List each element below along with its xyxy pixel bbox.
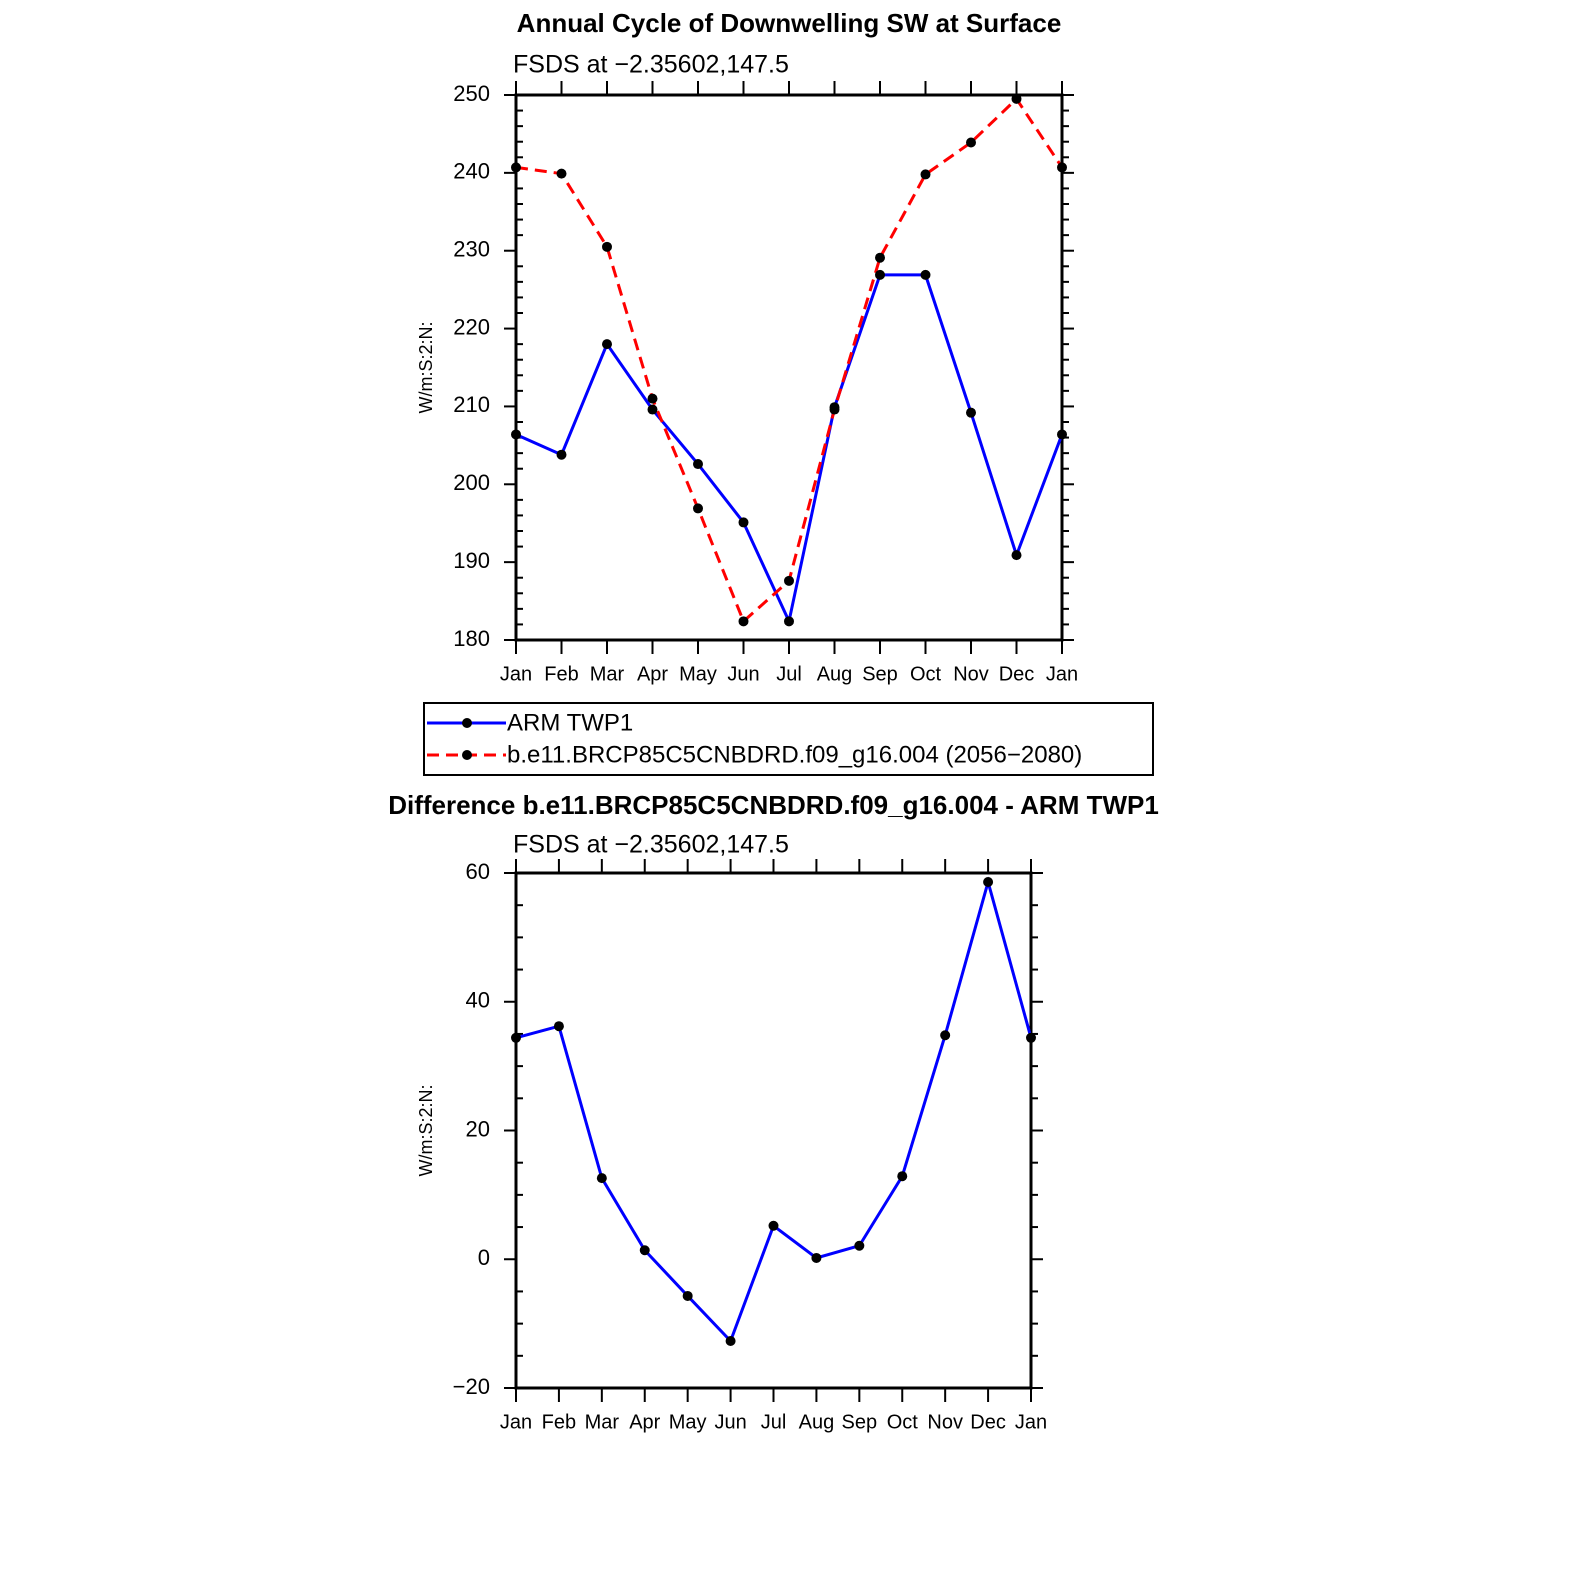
data-point: [940, 1030, 951, 1041]
data-point: [829, 404, 840, 415]
data-point: [725, 1336, 736, 1347]
y-tick-label: 60: [466, 859, 490, 884]
x-tick-label: Aug: [817, 663, 853, 685]
data-point: [811, 1252, 822, 1263]
data-point: [639, 1245, 650, 1256]
data-point: [647, 393, 658, 404]
chart-title: Annual Cycle of Downwelling SW at Surfac…: [517, 8, 1062, 38]
legend-marker: [462, 750, 472, 760]
data-point: [738, 616, 749, 627]
data-point: [1057, 429, 1067, 440]
x-tick-label: Mar: [585, 1411, 620, 1433]
x-tick-label: Mar: [590, 663, 625, 685]
x-tick-label: Apr: [637, 663, 668, 685]
y-tick-label: 250: [453, 81, 490, 106]
data-point: [768, 1220, 779, 1231]
x-tick-label: Jul: [761, 1411, 787, 1433]
data-point: [920, 169, 931, 180]
data-point: [596, 1173, 607, 1184]
y-tick-label: 200: [453, 470, 490, 495]
x-tick-label: Jan: [500, 1411, 532, 1433]
x-tick-label: Sep: [862, 663, 898, 685]
series-line: [515, 876, 1033, 1344]
data-point: [784, 616, 794, 627]
y-axis-label: W/m:S:2:N:: [416, 1084, 436, 1176]
legend-label: ARM TWP1: [507, 709, 633, 736]
y-tick-label: 240: [453, 159, 490, 184]
y-tick-label: 40: [466, 988, 490, 1013]
data-point: [1057, 162, 1067, 173]
plot-frame: [514, 871, 1033, 1390]
x-tick-label: Dec: [999, 663, 1035, 685]
y-tick-label: 230: [453, 237, 490, 262]
data-point: [1011, 550, 1022, 561]
x-tick-label: Feb: [542, 1411, 576, 1433]
series-line: [515, 273, 1064, 627]
data-point: [647, 404, 658, 415]
data-point: [738, 517, 749, 528]
chart-subtitle: FSDS at −2.35602,147.5: [513, 51, 789, 79]
data-point: [693, 503, 703, 514]
chart-title: Difference b.e11.BRCP85C5CNBDRD.f09_g16.…: [388, 790, 1159, 820]
x-tick-label: Jan: [1015, 1411, 1047, 1433]
data-point: [1026, 1032, 1036, 1043]
x-tick-label: Oct: [887, 1411, 919, 1433]
x-tick-label: Jun: [714, 1411, 746, 1433]
data-point: [784, 575, 794, 586]
legend-label: b.e11.BRCP85C5CNBDRD.f09_g16.004 (2056−2…: [507, 741, 1082, 768]
data-point: [920, 269, 931, 280]
x-tick-label: Aug: [799, 1411, 835, 1433]
data-point: [1011, 93, 1022, 104]
y-tick-label: 180: [453, 626, 490, 651]
data-point: [897, 1171, 908, 1182]
x-tick-label: Jan: [1046, 663, 1078, 685]
y-axis-label: W/m:S:2:N:: [416, 321, 436, 413]
data-point: [553, 1021, 564, 1032]
x-tick-label: Dec: [970, 1411, 1006, 1433]
data-point: [602, 339, 612, 350]
x-tick-label: Sep: [842, 1411, 878, 1433]
data-point: [602, 241, 612, 252]
y-tick-label: −20: [453, 1374, 490, 1399]
y-tick-label: 220: [453, 314, 490, 339]
x-tick-label: Jun: [727, 663, 759, 685]
x-tick-label: Jan: [500, 663, 532, 685]
data-point: [693, 459, 703, 470]
x-tick-label: Apr: [629, 1411, 660, 1433]
y-tick-label: 0: [478, 1245, 490, 1270]
data-point: [983, 877, 994, 888]
data-point: [966, 137, 976, 148]
legend-marker: [462, 718, 472, 728]
data-point: [556, 168, 567, 179]
data-point: [511, 162, 521, 173]
y-tick-label: 190: [453, 548, 490, 573]
data-point: [854, 1240, 865, 1251]
series-line: [515, 96, 1064, 624]
chart-subtitle: FSDS at −2.35602,147.5: [513, 831, 789, 859]
x-tick-label: May: [679, 663, 717, 685]
y-tick-label: 210: [453, 392, 490, 417]
y-tick-label: 20: [466, 1116, 490, 1141]
x-tick-label: Nov: [927, 1411, 963, 1433]
x-tick-label: Nov: [953, 663, 989, 685]
plot-frame: [514, 93, 1064, 642]
data-point: [875, 269, 885, 280]
data-point: [511, 1032, 521, 1043]
data-point: [556, 449, 567, 460]
data-point: [966, 407, 976, 418]
data-point: [511, 429, 521, 440]
x-tick-label: Jul: [776, 663, 802, 685]
x-tick-label: Oct: [910, 663, 942, 685]
data-point: [682, 1290, 693, 1301]
legend-box: [423, 702, 1154, 776]
x-tick-label: May: [669, 1411, 707, 1433]
data-point: [875, 252, 885, 263]
x-tick-label: Feb: [544, 663, 578, 685]
